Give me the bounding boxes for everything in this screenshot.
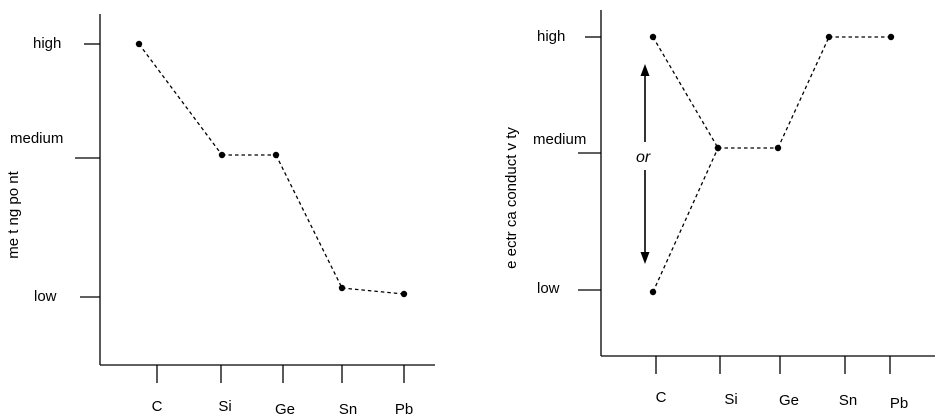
left-series-0-segment-2 <box>275 154 343 289</box>
right-series-0-point-c <box>649 33 657 41</box>
left-xtick-label-c: C <box>152 398 163 414</box>
right-series-0-segment-0 <box>652 36 719 149</box>
left-series-0-segment-0 <box>138 43 223 156</box>
right-xtick-label-pb: Pb <box>890 395 908 412</box>
left-xtick-label-ge: Ge <box>275 401 295 414</box>
left-series-0-point-pb <box>400 290 408 298</box>
left-series-0-point-sn <box>338 284 346 292</box>
right-series-1-point-si <box>714 144 722 152</box>
right-ytick-label-medium: medium <box>533 131 586 148</box>
right-series-1-segment-0 <box>652 147 719 293</box>
left-series-0-point-c <box>135 40 143 48</box>
left-xtick-label-sn: Sn <box>339 401 357 414</box>
left-series-layer <box>135 40 408 298</box>
left-ytick-label-high: high <box>33 35 61 52</box>
right-ytick-label-high: high <box>537 28 565 45</box>
right-series-1-point-c <box>649 288 657 296</box>
left-series-0-segment-3 <box>341 287 405 295</box>
right-xtick-label-si: Si <box>724 391 737 408</box>
left-chart: high medium low me t ng po nt C Si Ge Sn… <box>5 14 435 414</box>
right-y-axis-label: e ectr ca conduct v ty <box>503 127 520 269</box>
right-xtick-label-sn: Sn <box>839 392 857 409</box>
or-arrow-up-head <box>640 64 650 76</box>
left-ytick-label-medium: medium <box>10 130 63 147</box>
right-series-0-point-sn <box>825 33 833 41</box>
right-xtick-label-ge: Ge <box>779 392 799 409</box>
left-xtick-label-si: Si <box>218 398 231 414</box>
right-series-0-point-pb <box>887 33 895 41</box>
right-xtick-label-c: C <box>656 389 667 406</box>
or-double-arrow <box>640 64 650 264</box>
left-series-0-point-ge <box>272 151 280 159</box>
right-series-layer <box>649 33 895 296</box>
right-chart: high medium low e ectr ca conduct v ty C… <box>503 10 935 412</box>
left-xtick-label-pb: Pb <box>395 401 413 414</box>
left-y-axis-label: me t ng po nt <box>5 170 22 258</box>
or-arrow-down-head <box>640 252 650 264</box>
left-xtick-marks <box>156 365 405 383</box>
right-ytick-label-low: low <box>537 280 560 297</box>
right-xtick-marks <box>655 356 891 374</box>
right-series-0-point-ge <box>774 144 782 152</box>
left-ytick-label-low: low <box>34 288 57 305</box>
or-annotation: or <box>636 149 651 166</box>
right-series-0-segment-2 <box>777 36 830 149</box>
left-series-0-point-si <box>218 151 226 159</box>
